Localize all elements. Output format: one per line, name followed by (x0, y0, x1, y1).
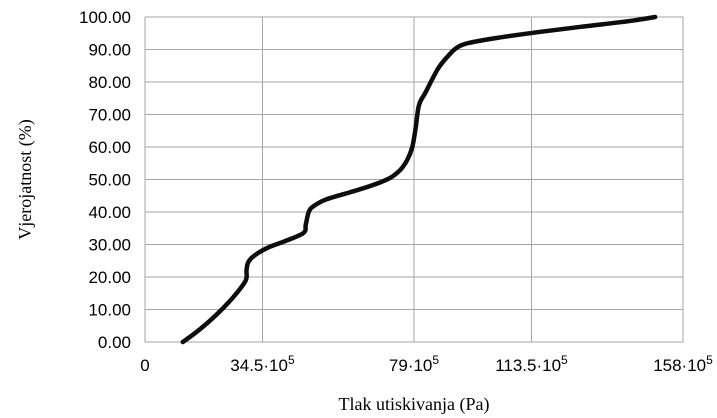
x-tick-label: 34.5·105 (230, 353, 295, 375)
y-tick-label: 30.00 (88, 236, 131, 255)
series-line (180, 14, 658, 345)
y-axis-ticks: 0.00 10.00 20.00 30.00 40.00 50.00 60.00 70.00 8… (79, 8, 131, 352)
x-axis-title: Tlak utiskivanja (Pa) (339, 394, 490, 415)
y-axis-title: Vjerojatnost (%) (15, 119, 36, 239)
x-tick-label: 79·105 (389, 353, 439, 375)
y-tick-label: 100.00 (79, 8, 131, 27)
y-tick-label: 10.00 (88, 301, 131, 320)
y-tick-label: 20.00 (88, 268, 131, 287)
y-tick-label: 60.00 (88, 138, 131, 157)
y-tick-label: 90.00 (88, 41, 131, 60)
y-tick-label: 70.00 (88, 106, 131, 125)
x-tick-label: 158·105 (653, 353, 713, 375)
y-tick-label: 40.00 (88, 203, 131, 222)
x-tick-label: 0 (140, 356, 149, 375)
grid (144, 16, 684, 343)
y-tick-label: 80.00 (88, 73, 131, 92)
y-tick-label: 0.00 (98, 333, 131, 352)
plot-frame (144, 16, 684, 343)
x-tick-label: 113.5·105 (495, 353, 568, 375)
x-axis-ticks: 0 34.5·105 79·105 113.5·105 158·105 (140, 353, 713, 375)
y-tick-label: 50.00 (88, 171, 131, 190)
